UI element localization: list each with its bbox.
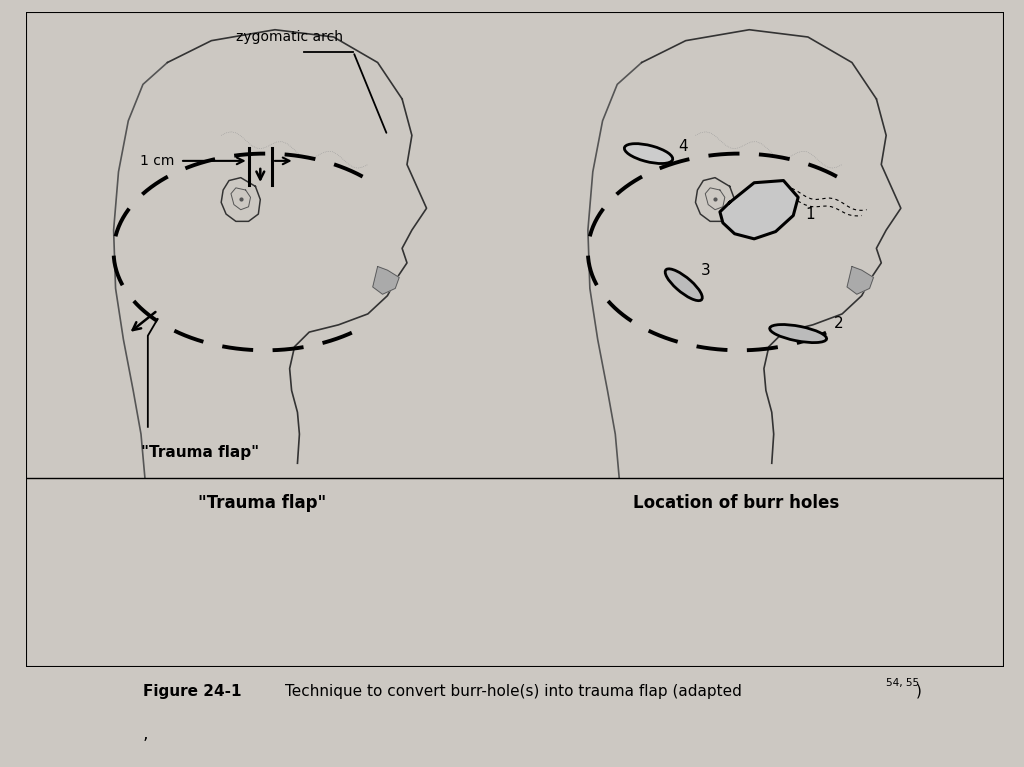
Text: "Trauma flap": "Trauma flap" <box>198 494 327 512</box>
Ellipse shape <box>625 143 673 163</box>
Polygon shape <box>847 267 873 295</box>
Text: ): ) <box>915 684 922 699</box>
Ellipse shape <box>666 268 702 301</box>
Text: 54, 55: 54, 55 <box>886 678 920 688</box>
Text: Technique to convert burr-hole(s) into trauma flap (adapted: Technique to convert burr-hole(s) into t… <box>285 684 741 699</box>
Polygon shape <box>720 180 798 239</box>
Polygon shape <box>373 267 399 295</box>
Text: "Trauma flap": "Trauma flap" <box>141 445 259 460</box>
Text: 1 cm: 1 cm <box>140 154 174 168</box>
Text: Figure 24-1: Figure 24-1 <box>143 684 242 699</box>
Text: Location of burr holes: Location of burr holes <box>634 494 840 512</box>
Text: 2: 2 <box>835 316 844 331</box>
Ellipse shape <box>770 324 826 343</box>
Text: ’: ’ <box>143 736 148 754</box>
Text: 3: 3 <box>700 262 710 278</box>
Text: 1: 1 <box>805 206 815 222</box>
Text: zygomatic arch: zygomatic arch <box>236 30 343 44</box>
Text: 4: 4 <box>678 139 687 154</box>
